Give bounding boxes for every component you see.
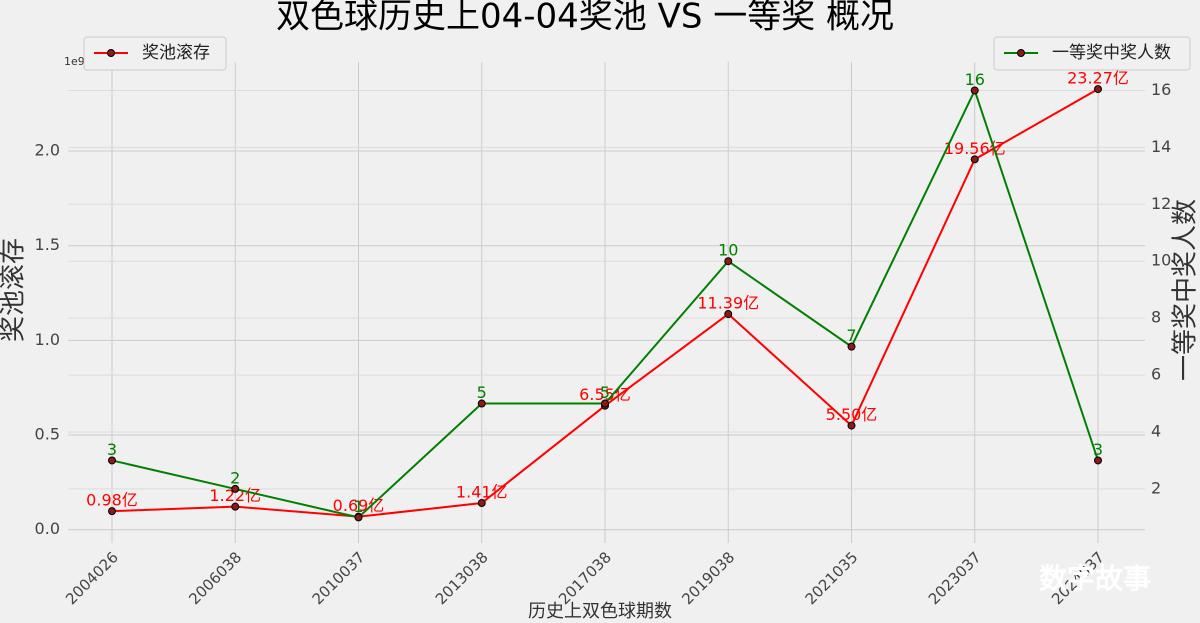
y-tick-label: 0.5 [35, 425, 60, 444]
y2-tick-label: 10 [1151, 251, 1171, 270]
value-label: 3 [1093, 440, 1103, 459]
legend-marker [1017, 49, 1025, 57]
y-tick-label: 1.0 [35, 330, 60, 349]
value-label: 0.69亿 [333, 496, 385, 515]
y-tick-label: 0.0 [35, 519, 60, 538]
value-label: 0.98亿 [86, 491, 138, 510]
value-label: 5 [600, 383, 610, 402]
y2-tick-label: 16 [1151, 80, 1171, 99]
marker [477, 499, 486, 508]
y2-tick-label: 8 [1151, 308, 1161, 327]
marker [601, 399, 609, 408]
y-offset-label: 1e9 [64, 55, 85, 68]
y2-tick-label: 6 [1151, 365, 1161, 384]
marker [231, 484, 240, 493]
legend-marker [107, 49, 115, 57]
value-label: 5.50亿 [826, 405, 878, 424]
value-label: 1.41亿 [456, 483, 508, 502]
legend-box [993, 36, 1191, 71]
value-label: 16 [965, 70, 985, 89]
value-label: 7 [846, 326, 856, 345]
chart-title: 双色球历史上04-04奖池 VS 一等奖 概况 [276, 0, 894, 37]
value-label: 10 [718, 241, 738, 260]
x-axis-label: 历史上双色球期数 [528, 601, 672, 622]
watermark: 数字故事 [1039, 562, 1151, 595]
value-label: 2 [230, 468, 240, 487]
y2-tick-label: 12 [1151, 194, 1171, 213]
marker [1094, 456, 1102, 465]
marker [847, 342, 856, 351]
legend-label: 一等奖中奖人数 [1052, 43, 1171, 63]
y-tick-label: 1.5 [35, 235, 60, 254]
marker [354, 513, 363, 522]
marker [724, 310, 733, 319]
marker [477, 399, 486, 408]
marker [231, 502, 240, 511]
y2-tick-label: 2 [1151, 478, 1161, 497]
marker [108, 507, 116, 516]
marker [970, 86, 979, 95]
marker [970, 155, 979, 164]
marker [108, 456, 116, 465]
marker [724, 257, 733, 266]
y-tick-label: 2.0 [35, 141, 60, 160]
legend-label: 奖池滚存 [142, 43, 210, 63]
y2-tick-label: 14 [1151, 137, 1171, 156]
y-axis-label: 奖池滚存 [0, 238, 29, 342]
marker [1094, 85, 1102, 94]
y2-axis-label: 一等奖中奖人数 [1171, 199, 1200, 381]
value-label: 1 [353, 497, 363, 516]
y2-tick-label: 4 [1151, 422, 1161, 441]
value-label: 23.27亿 [1067, 69, 1129, 88]
value-label: 5 [477, 383, 487, 402]
legend-box [83, 36, 227, 71]
value-label: 19.56亿 [944, 139, 1006, 158]
value-label: 3 [107, 440, 117, 459]
marker [847, 421, 856, 430]
value-label: 11.39亿 [697, 294, 759, 313]
